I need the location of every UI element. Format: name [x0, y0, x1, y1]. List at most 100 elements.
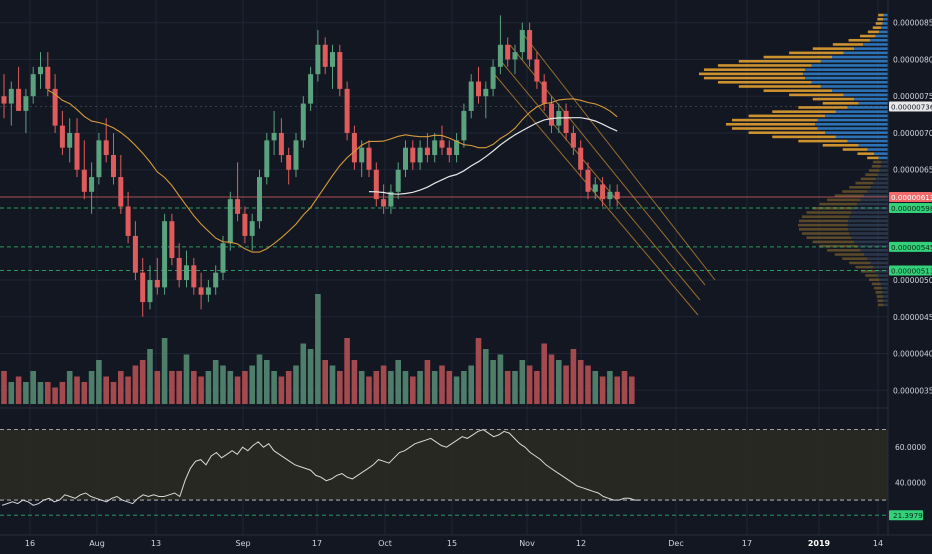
profile-bar-sell [798, 223, 848, 227]
candle-body [242, 213, 248, 236]
volume-bar [556, 360, 562, 404]
profile-bar-buy [883, 17, 888, 21]
ma-white-line [368, 117, 618, 195]
profile-bar-sell [878, 13, 884, 17]
volume-bar [45, 382, 51, 404]
profile-bar-sell [731, 127, 818, 130]
candle-body [373, 169, 379, 200]
volume-bar [468, 365, 474, 404]
candle-body [549, 103, 554, 126]
candle-body [176, 257, 182, 281]
profile-bar-buy [880, 282, 888, 286]
volume-bar [278, 376, 285, 404]
volume-bar [132, 365, 139, 404]
profile-bar-sell [789, 93, 844, 97]
profile-bar-sell [842, 190, 868, 193]
profile-bar-sell [873, 286, 882, 290]
time-tick-label-year: 2019 [808, 539, 831, 548]
moving-averages [47, 89, 618, 253]
trend-channel[interactable] [494, 29, 716, 316]
candle-body [519, 30, 525, 53]
profile-bar-buy [843, 51, 888, 55]
volume-bar [81, 382, 88, 404]
rsi-band [0, 429, 888, 501]
profile-bar-sell [877, 17, 884, 21]
candle-body [257, 177, 262, 222]
profile-bar-buy [825, 131, 888, 134]
rsi-current-label: 21.3979 [893, 511, 923, 520]
horizontal-levels[interactable] [0, 106, 888, 271]
rsi-line [1, 429, 640, 506]
candle-body [96, 140, 102, 178]
volume-bar [37, 382, 44, 404]
candle-body [74, 132, 80, 170]
volume-bar [344, 338, 350, 404]
candle-body [278, 132, 284, 156]
volume-bar [577, 360, 584, 404]
candle-body [147, 280, 153, 303]
candle-body [439, 140, 445, 148]
price-labels: 0.00000736 0.00000613 0.00000598 0.00000545… [889, 101, 932, 521]
profile-bar-buy [873, 181, 888, 185]
volume-bar [380, 365, 387, 404]
volume-bar [446, 371, 453, 404]
time-tick-label: 14 [873, 539, 883, 548]
channel-line [519, 29, 716, 281]
volume-bar [169, 371, 175, 404]
candle-body [417, 147, 423, 163]
channel-line [499, 59, 701, 301]
volume-bar [358, 371, 365, 404]
volume-bar [497, 354, 504, 404]
candle-body [52, 88, 58, 126]
volume-bar [490, 360, 496, 404]
profile-bar-buy [875, 34, 888, 38]
profile-bar-buy [867, 148, 888, 151]
candle-body [169, 221, 175, 258]
candle-body [461, 110, 467, 141]
volume-bar [212, 360, 219, 404]
volume-bar [526, 365, 533, 404]
volume-bar [198, 376, 204, 404]
profile-bar-buy [857, 244, 888, 248]
profile-bar-buy [875, 177, 888, 181]
price-label-box [889, 241, 932, 252]
profile-bar-sell [849, 261, 871, 265]
profile-bar-buy [820, 59, 888, 63]
profile-bar-sell [748, 114, 826, 118]
profile-bar-sell [772, 110, 836, 113]
profile-bar-sell [871, 282, 881, 286]
price-label-green: 0.00000545 [891, 243, 932, 252]
candle-body [344, 88, 350, 133]
profile-bar-sell [860, 270, 876, 273]
price-label-green: 0.00000598 [891, 204, 932, 213]
candle-body [140, 272, 146, 303]
profile-bar-buy [870, 185, 888, 189]
profile-bar-sell [860, 177, 876, 181]
profile-bar-buy [849, 215, 888, 219]
candle-body [403, 147, 408, 170]
volume-bar [15, 376, 22, 404]
profile-bar-buy [854, 240, 888, 244]
profile-bar-buy [870, 38, 888, 42]
profile-bar-sell [832, 43, 864, 46]
rsi-tick-label: 40.0000 [895, 478, 926, 487]
volume-bar [504, 371, 511, 404]
profile-bar-buy [864, 194, 888, 197]
profile-bar-sell [703, 76, 806, 80]
volume-profile [699, 13, 888, 307]
volume-bar [402, 371, 409, 404]
candle-body [592, 184, 598, 192]
profile-bar-sell [842, 148, 868, 151]
volume-bar [205, 371, 212, 404]
candle-body [286, 155, 292, 170]
profile-bar-buy [847, 219, 888, 223]
price-label-box [889, 265, 932, 276]
profile-bar-sell [819, 202, 858, 206]
candle-body [497, 44, 503, 67]
volume-bar [103, 376, 109, 404]
volume-bar [519, 360, 526, 404]
volume-bar [534, 371, 540, 404]
